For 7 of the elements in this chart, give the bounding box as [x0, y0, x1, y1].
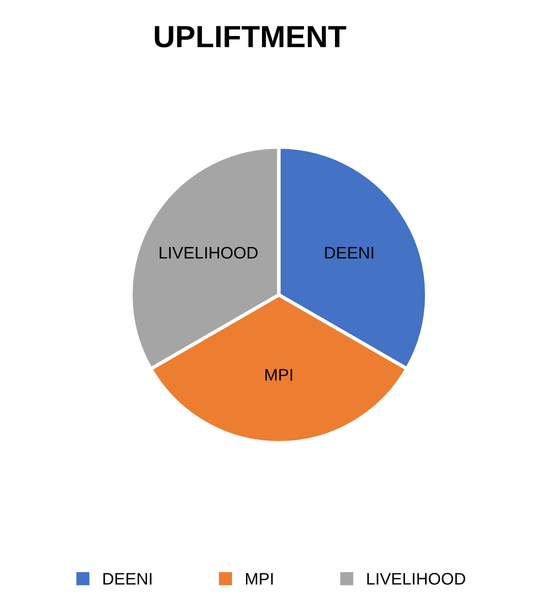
slice-label: LIVELIHOOD: [160, 246, 258, 259]
legend-label: LIVELIHOOD: [367, 572, 466, 585]
legend-label: MPI: [246, 573, 273, 585]
legend-label: DEENI: [103, 573, 152, 585]
chart-title: UPLIFTMENT: [154, 26, 346, 48]
slice-label: DEENI: [325, 247, 374, 258]
slice-label: MPI: [265, 369, 292, 381]
